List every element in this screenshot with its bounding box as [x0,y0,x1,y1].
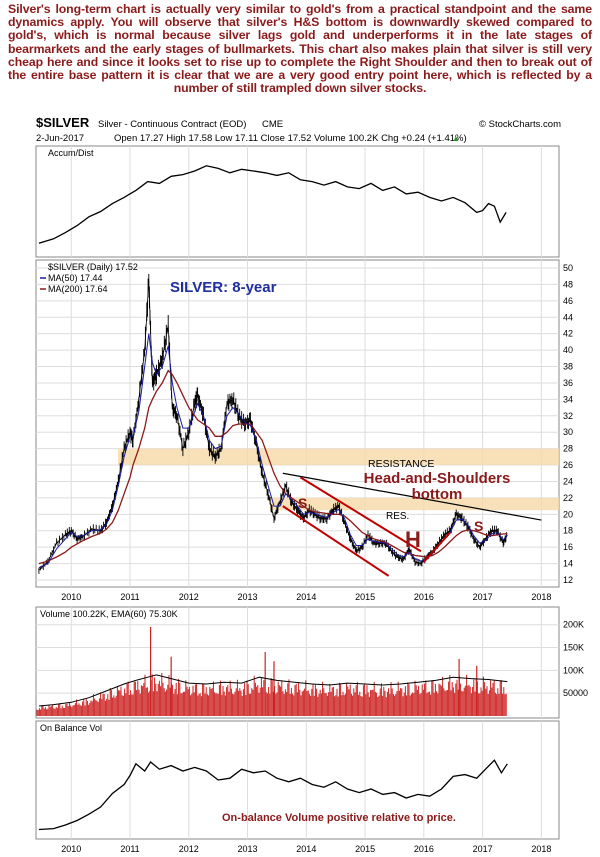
hs-title-line2: bottom [412,486,463,503]
axis-ticks: 2010 2011 2012 2013 2014 2015 2016 2017 20182010… [61,263,588,854]
price-tick-label-22: 22 [563,493,573,503]
price-tick-label-32: 32 [563,411,573,421]
panel-volume-frame [35,606,560,719]
price-tick-label-20: 20 [563,509,573,519]
price-tick-label-38: 38 [563,362,573,372]
hs-title-line1: Head-and-Shoulders [364,470,511,487]
volume-tick-label-150000: 150K [563,643,584,653]
grid-lines [36,146,559,839]
header-copyright: © StockCharts.com [479,119,561,130]
volume-bars [36,626,508,716]
header-date: 2-Jun-2017 [36,133,84,144]
x-tick-label-2015-0: 2015 [355,592,375,602]
header-quote-arrow: ▲ [452,134,460,143]
panel-price-frame [35,259,560,588]
channel-lower-line [282,505,390,577]
price-tick-label-50: 50 [563,263,573,273]
price-tick-label-42: 42 [563,329,573,339]
accum-dist-legend: Accum/Dist [48,148,94,158]
x-tick-label-2017-1: 2017 [473,844,493,854]
price-panel-title: SILVER: 8-year [170,279,277,296]
price-tick-label-26: 26 [563,460,573,470]
price-tick-label-48: 48 [563,279,573,289]
price-tick-label-12: 12 [563,575,573,585]
header-exchange: CME [262,119,283,130]
panel-obv-frame [35,720,560,840]
x-tick-label-2018-0: 2018 [531,592,551,602]
x-tick-label-2014-1: 2014 [296,844,316,854]
obv-annotation: On-balance Volume positive relative to p… [222,812,456,824]
x-tick-label-2012-1: 2012 [179,844,199,854]
x-tick-label-2016-0: 2016 [414,592,434,602]
channel-upper-line [299,476,422,553]
price-tick-label-44: 44 [563,312,573,322]
price-tick-label-46: 46 [563,296,573,306]
ma200-legend: MA(200) 17.64 [48,284,108,294]
price-tick-label-40: 40 [563,345,573,355]
right-shoulder-label: S [474,518,483,534]
volume-ema-line [38,674,508,707]
neckline [282,472,542,521]
header-symbol: $SILVER [36,116,90,130]
price-tick-label-36: 36 [563,378,573,388]
x-tick-label-2018-1: 2018 [531,844,551,854]
x-tick-label-2016-1: 2016 [414,844,434,854]
volume-tick-label-200000: 200K [563,620,584,630]
annotation-lines [282,472,542,577]
stockcharts-chart: $SILVER Silver - Continuous Contract (EO… [0,116,600,857]
ma50-legend: MA(50) 17.44 [48,273,103,283]
resistance-band [118,448,559,466]
head-label: H [405,527,421,552]
x-tick-label-2010-0: 2010 [61,592,81,602]
x-tick-label-2013-1: 2013 [238,844,258,854]
price-tick-label-30: 30 [563,427,573,437]
res-label: RES. [386,511,409,522]
price-tick-label-16: 16 [563,542,573,552]
accum-dist-line [38,165,507,244]
price-tick-label-24: 24 [563,476,573,486]
x-tick-label-2011-0: 2011 [120,592,139,602]
res-band [270,497,559,511]
header-description: Silver - Continuous Contract (EOD) [98,119,246,130]
left-shoulder-label: S [298,495,307,511]
header-quote: Open 17.27 High 17.58 Low 17.11 Close 17… [114,133,467,144]
x-tick-label-2010-1: 2010 [61,844,81,854]
x-tick-label-2017-0: 2017 [473,592,493,602]
panel-accum-dist-frame [35,145,560,258]
commentary-text: Silver's long-term chart is actually ver… [8,2,592,96]
x-tick-label-2011-1: 2011 [120,844,139,854]
rise-line [423,531,452,563]
price-legend: $SILVER (Daily) 17.52 [48,262,138,272]
x-tick-label-2012-0: 2012 [179,592,199,602]
x-tick-label-2014-0: 2014 [296,592,316,602]
x-tick-label-2013-0: 2013 [238,592,258,602]
volume-tick-label-100000: 100K [563,665,584,675]
annotation-bands [118,448,559,511]
price-tick-label-34: 34 [563,394,573,404]
volume-tick-label-50000: 50000 [563,688,588,698]
price-tick-label-18: 18 [563,526,573,536]
volume-legend: Volume 100.22K, EMA(60) 75.30K [40,609,178,619]
obv-legend: On Balance Vol [40,723,102,733]
resistance-label: RESISTANCE [368,458,434,470]
x-tick-label-2015-1: 2015 [355,844,375,854]
chart-background [0,116,600,857]
obv-line [38,759,508,831]
price-tick-label-28: 28 [563,444,573,454]
price-tick-label-14: 14 [563,559,573,569]
volume-bars-path [36,672,507,716]
